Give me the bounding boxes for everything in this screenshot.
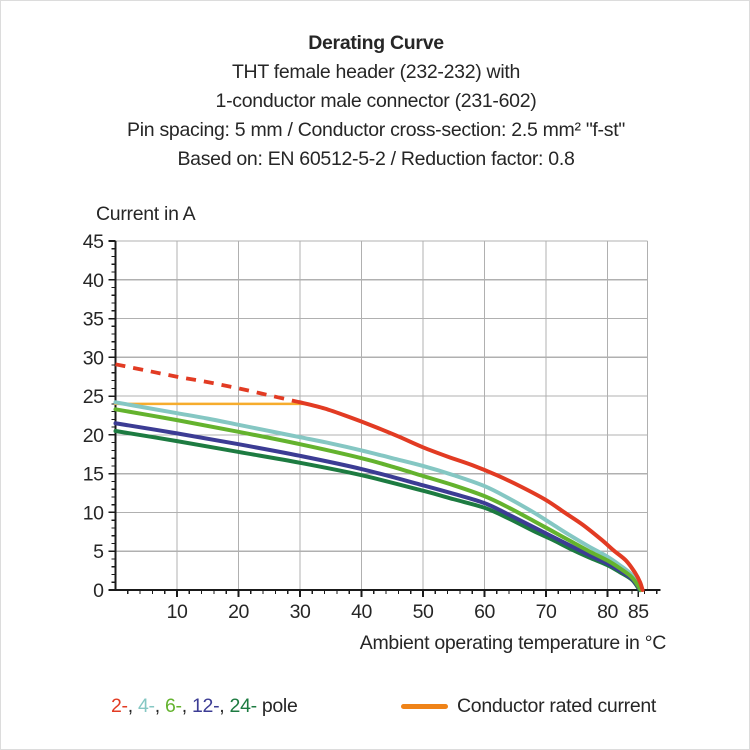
y-tick-label: 20 [83,425,104,447]
y-tick-label: 45 [83,231,104,253]
x-tick-label: 50 [413,601,434,623]
series-6-pole [113,407,643,592]
chart-title-block: Derating Curve THT female header (232-23… [1,29,749,174]
chart-subtitle-4: Based on: EN 60512-5-2 / Reduction facto… [177,148,575,170]
chart-area: 0 5 10 15 20 25 30 35 40 45 10 20 30 40 50 60 70 80 85 [81,229,721,631]
legend-separator: , [181,695,192,717]
x-tick-labels: 10 20 30 40 50 60 70 80 85 [167,601,650,623]
y-tick-label: 40 [83,270,104,292]
legend-poles: 2-, 4-, 6-, 12-, 24- [111,695,257,717]
x-tick-label: 40 [351,601,372,623]
legend-pole-2: 2- [111,695,128,717]
y-tick-label: 35 [83,309,104,331]
x-tick-label: 85 [628,601,649,623]
chart-title: Derating Curve [308,32,444,54]
x-axis-title: Ambient operating temperature in °C [359,632,667,654]
series-12-pole [113,421,643,592]
rated-current-label: Conductor rated current [457,695,657,717]
legend-pole-4: 4- [138,695,155,717]
y-axis-title: Current in A [96,203,196,225]
derating-chart-svg: 0 5 10 15 20 25 30 35 40 45 10 20 30 40 50 60 70 80 85 [83,231,661,623]
x-tick-label: 80 [597,601,618,623]
gridlines [115,240,649,590]
y-tick-label: 10 [83,502,104,524]
legend-pole-12: 12- [192,695,220,717]
legend-separator: , [219,695,230,717]
legend-poles-row: 2-, 4-, 6-, 12-, 24- pole [111,695,298,718]
y-tick-label: 25 [83,386,104,408]
x-tick-label: 20 [228,601,249,623]
y-tick-label: 0 [93,580,104,602]
chart-subtitle-1: THT female header (232-232) with [231,61,521,83]
legend-separator: , [127,695,138,717]
rated-current-line-swatch [401,704,448,709]
y-tick-labels: 0 5 10 15 20 25 30 35 40 45 [83,231,105,602]
y-tick-label: 30 [83,347,104,369]
legend-pole-24: 24- [229,695,258,717]
legend-pole-6: 6- [165,695,182,717]
y-tick-label: 15 [83,464,104,486]
x-tick-label: 60 [474,601,495,623]
series-2-pole-expected-dashed [115,362,301,405]
axis-lines [114,241,661,592]
legend-pole-suffix: pole [261,695,298,717]
series-4-pole [113,400,643,592]
x-tick-label: 10 [167,601,188,623]
series-2-pole [298,400,645,592]
legend-rated-current: Conductor rated current [401,695,656,718]
legend-separator: , [154,695,165,717]
chart-subtitle-3: Pin spacing: 5 mm / Conductor cross-sect… [127,119,625,141]
chart-subtitle-2: 1-conductor male connector (231-602) [215,90,537,112]
x-tick-label: 70 [536,601,557,623]
x-tick-label: 30 [290,601,311,623]
y-tick-label: 5 [93,541,104,563]
